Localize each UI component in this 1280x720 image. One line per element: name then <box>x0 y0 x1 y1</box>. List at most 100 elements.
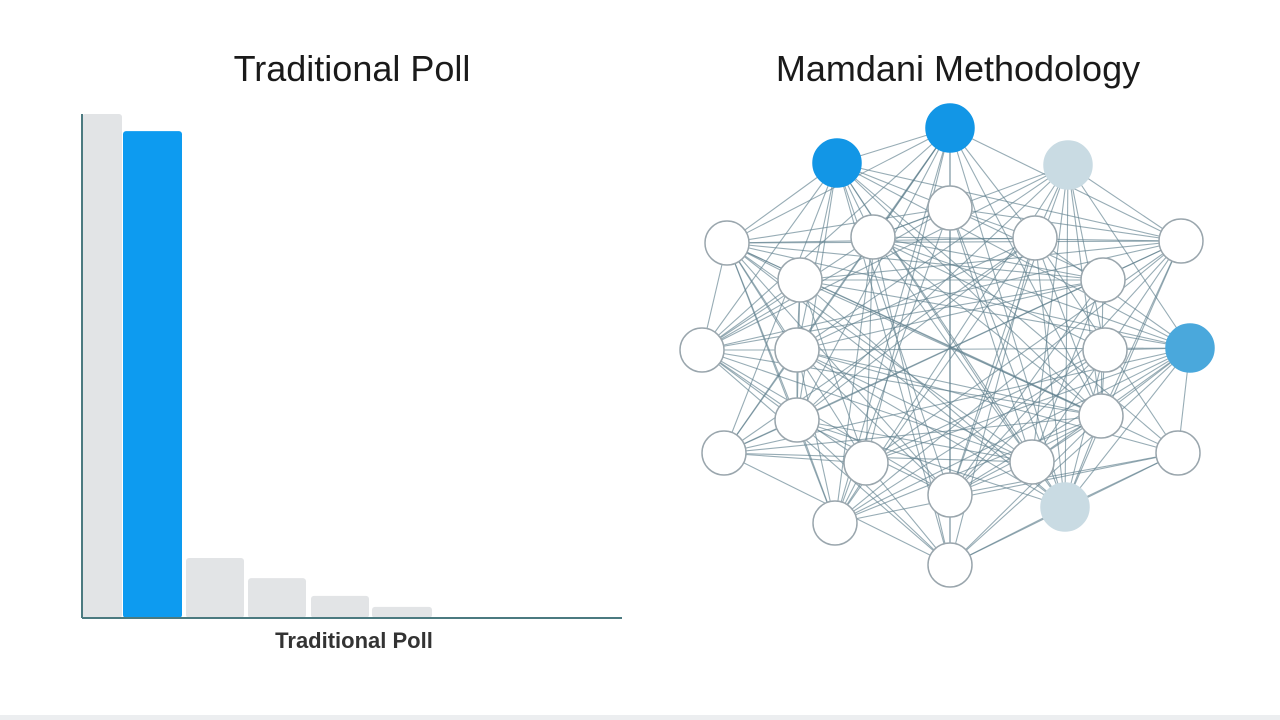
edge <box>796 164 1069 421</box>
edge <box>796 237 1036 351</box>
edge <box>796 162 838 351</box>
edge <box>836 162 1179 454</box>
edge <box>723 237 1036 454</box>
edge <box>799 279 1102 417</box>
bottom-divider <box>0 715 1280 720</box>
bar-6 <box>372 606 432 618</box>
edge <box>796 349 951 496</box>
edge <box>865 349 1106 464</box>
network-node <box>812 500 858 546</box>
edge <box>723 415 1102 454</box>
edge <box>865 240 1182 464</box>
edge <box>701 349 1033 463</box>
bar-1 <box>82 114 122 618</box>
edge <box>949 347 1191 566</box>
edge <box>1067 164 1106 351</box>
edge <box>796 419 951 566</box>
edge <box>723 127 951 454</box>
edge <box>726 240 1182 244</box>
edge <box>726 242 1104 281</box>
network-node <box>1043 140 1093 190</box>
network-node <box>1158 218 1204 264</box>
edge <box>701 164 1069 351</box>
edge <box>701 127 951 351</box>
bar-chart <box>81 114 622 619</box>
network-node <box>927 542 973 588</box>
edge <box>799 240 1182 281</box>
edge <box>796 237 1036 421</box>
edge <box>796 349 1102 417</box>
edge <box>701 162 838 351</box>
edge <box>701 279 1104 351</box>
edge <box>1067 164 1191 349</box>
network-node <box>679 327 725 373</box>
mamdani-methodology-title: Mamdani Methodology <box>775 48 1141 89</box>
network-node <box>701 430 747 476</box>
network-node <box>1040 482 1090 532</box>
edge <box>1064 164 1069 508</box>
bar-3 <box>186 558 244 618</box>
edge <box>726 242 951 496</box>
x-axis-label: Traditional Poll <box>275 628 433 653</box>
network-node <box>1009 439 1055 485</box>
edge <box>865 127 951 464</box>
edge <box>726 242 836 524</box>
edge <box>865 347 1191 464</box>
network-node <box>925 103 975 153</box>
network-node <box>1082 327 1128 373</box>
network-node <box>927 472 973 518</box>
bar-5 <box>311 595 369 618</box>
network-node <box>1012 215 1058 261</box>
network-node <box>774 327 820 373</box>
edge <box>1034 237 1066 508</box>
edge <box>949 240 1182 496</box>
edge <box>834 236 874 524</box>
edge <box>834 347 1191 524</box>
edge <box>949 452 1179 496</box>
edge <box>949 237 1036 566</box>
network-node <box>812 138 862 188</box>
network-node <box>1080 257 1126 303</box>
edge <box>701 349 951 496</box>
edge <box>796 279 1104 351</box>
network-node <box>1155 430 1201 476</box>
edge <box>949 207 1182 242</box>
edge <box>949 349 1106 496</box>
bar-2 <box>123 131 182 619</box>
edge <box>1100 240 1182 417</box>
network-node <box>927 185 973 231</box>
edge <box>796 349 1033 463</box>
edge <box>1064 347 1191 508</box>
edge <box>726 207 951 244</box>
traditional-poll-title: Traditional Poll <box>233 48 471 89</box>
edge <box>949 415 1102 566</box>
network-node <box>843 440 889 486</box>
edge <box>872 236 1102 417</box>
network-node <box>1165 323 1215 373</box>
edge <box>796 419 1066 508</box>
edge <box>836 162 1182 242</box>
edge <box>796 349 836 524</box>
network-node <box>850 214 896 260</box>
edge <box>1031 279 1104 463</box>
edge <box>834 415 1102 524</box>
edge <box>836 162 1191 349</box>
edge <box>834 452 1179 524</box>
edge <box>701 349 951 566</box>
edge <box>723 162 838 454</box>
edge <box>1064 240 1182 508</box>
edge <box>723 452 867 464</box>
edge <box>701 207 951 351</box>
network-node <box>1078 393 1124 439</box>
edge <box>799 279 1191 349</box>
edge <box>796 127 951 421</box>
network-node <box>704 220 750 266</box>
edge <box>949 127 1066 508</box>
network-node <box>774 397 820 443</box>
edge <box>701 349 1102 417</box>
network-node <box>777 257 823 303</box>
bar-4 <box>248 578 306 618</box>
edge <box>834 349 1106 524</box>
edge <box>949 347 1191 496</box>
